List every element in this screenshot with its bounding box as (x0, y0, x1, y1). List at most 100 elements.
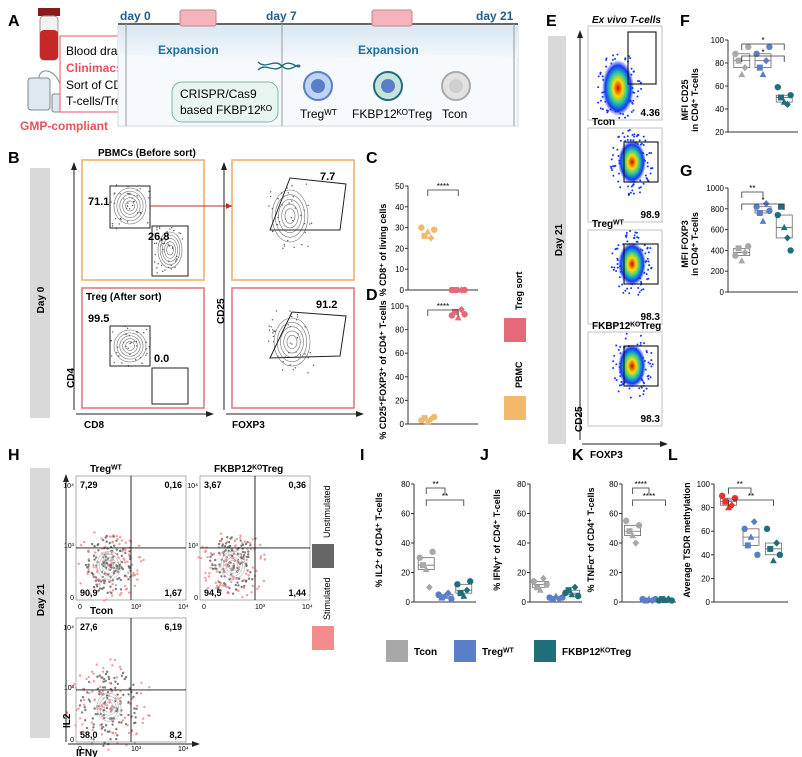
unstim-event (120, 721, 123, 724)
unstim-event (127, 700, 130, 704)
stim-event (107, 748, 110, 751)
density-event (614, 164, 617, 167)
data-point (774, 211, 782, 219)
stim-event (237, 589, 240, 593)
unstim-event (224, 549, 227, 552)
density-event (610, 158, 613, 161)
event-dot (175, 258, 178, 260)
event-dot (121, 362, 123, 364)
density-event (636, 80, 639, 83)
event-dot (270, 326, 272, 328)
event-dot (127, 192, 129, 195)
box-line-2: Clinimacs (66, 61, 123, 75)
density-event (644, 139, 647, 142)
density-title: Tregᵂᵀ (592, 219, 624, 230)
contour-ring (286, 334, 298, 350)
contour-ring (113, 329, 147, 363)
unstim-event (247, 577, 251, 580)
gate-arrow-head (226, 203, 232, 209)
event-dot (133, 200, 135, 203)
quad-tick-x: 10³ (255, 604, 266, 611)
unstim-event (217, 542, 221, 546)
data-point (444, 589, 452, 597)
sig-bracket (728, 487, 752, 494)
day-bar-e (548, 36, 566, 444)
stim-event (204, 579, 208, 582)
data-point (756, 209, 763, 216)
event-dot (295, 319, 298, 321)
event-dot (277, 355, 279, 357)
event-dot (282, 247, 284, 249)
sig-bracket (425, 487, 446, 494)
axis-label-foxp3: FOXP3 (232, 420, 265, 431)
stim-event (104, 552, 108, 555)
data-point (744, 243, 752, 250)
unstim-event (249, 544, 252, 547)
density-event (649, 362, 652, 365)
event-dot (286, 239, 289, 242)
contour-ring (223, 553, 243, 577)
quad-lr: 1,44 (288, 588, 306, 598)
data-point (750, 518, 758, 526)
panel-k: K % TNFα⁺ of CD4⁺ T-cells 0 20 40 60 80 **** *… (572, 447, 676, 607)
unstim-event (81, 696, 85, 699)
density-event (639, 81, 642, 84)
unstim-event (230, 536, 233, 539)
event-dot (162, 242, 164, 245)
event-dot (147, 227, 149, 229)
unstim-event (87, 570, 90, 573)
stim-event (111, 664, 114, 667)
density-event (618, 172, 621, 175)
density-event (626, 287, 629, 290)
data-point (738, 257, 746, 264)
event-dot (277, 216, 279, 219)
event-dot (154, 233, 156, 235)
quad-tick-y: 10³ (64, 685, 75, 692)
axis-x-e-arrow (660, 441, 668, 447)
event-dot (135, 185, 138, 187)
event-dot (136, 212, 139, 214)
stim-event (95, 663, 98, 666)
contour-ring (278, 199, 302, 233)
event-dot (119, 217, 122, 220)
unstim-event (211, 567, 215, 571)
event-dot (268, 325, 270, 327)
stim-event (85, 677, 88, 681)
unstim-event (93, 558, 96, 561)
density-event (605, 65, 608, 68)
unstim-event (128, 687, 131, 690)
quad-tick-x: 0 (202, 604, 206, 611)
unstim-event (104, 672, 108, 676)
event-dot (129, 353, 131, 356)
stim-event (251, 538, 254, 541)
tick-label: 40 (517, 539, 526, 548)
axis-y-cd4-arrow (71, 162, 77, 170)
density-event (617, 180, 620, 183)
density-event (612, 367, 615, 370)
unstim-event (106, 696, 109, 700)
event-dot (293, 246, 295, 249)
density-event (628, 128, 631, 131)
density-plots-e: Ex vivo T-cells4.36Tcon98.9Tregᵂᵀ98.3FKB… (587, 15, 663, 427)
tick-label: 40 (715, 105, 724, 114)
unstim-event (85, 726, 89, 730)
data-point (421, 415, 428, 422)
unstim-event (218, 581, 221, 584)
tick-label: 100 (697, 480, 711, 489)
unstim-event (105, 540, 108, 543)
sig-stars: **** (635, 480, 647, 489)
contour-ring (96, 692, 122, 722)
tick-label: 80 (609, 480, 618, 489)
data-point (466, 578, 474, 585)
event-dot (296, 314, 299, 316)
panel-letter-h: H (8, 447, 20, 464)
chart-f: 20 40 60 80 100 * * (711, 36, 798, 137)
tick-label: 0 (614, 598, 619, 607)
data-point (784, 100, 791, 108)
stim-event (141, 717, 145, 720)
event-dot (287, 324, 289, 326)
gate-value-cd8: 26.8 (148, 231, 169, 243)
stim-event (115, 534, 118, 538)
unstim-event (90, 542, 94, 546)
stim-event (136, 704, 139, 708)
